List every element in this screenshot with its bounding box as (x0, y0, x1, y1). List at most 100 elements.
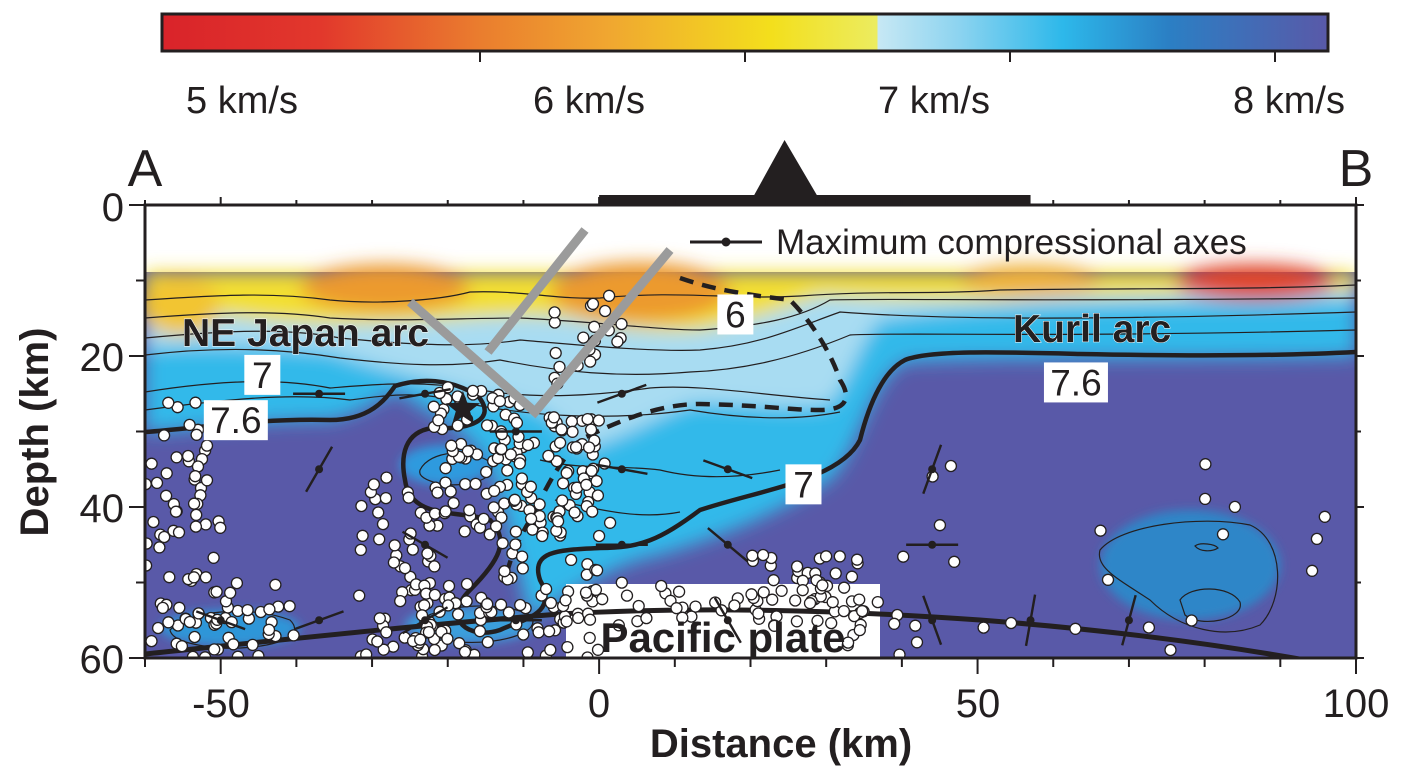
earthquake-hypocenter (158, 530, 171, 544)
earthquake-hypocenter (584, 423, 598, 436)
compressional-axis-dot (315, 465, 324, 474)
compressional-axis-dot (617, 540, 626, 549)
earthquake-hypocenter (564, 553, 578, 567)
contour (1194, 543, 1219, 552)
earthquake-hypocenter (837, 604, 851, 618)
earthquake-hypocenter (263, 603, 276, 616)
ne-japan-arc-label: NE Japan arc (182, 312, 429, 355)
contour-7-6 (145, 349, 1356, 635)
y-tick-label-0: 0 (102, 186, 124, 230)
earthquake-hypocenter (432, 414, 445, 427)
y-axis-label: Depth (km) (13, 328, 57, 537)
compressional-axis-dot (928, 540, 937, 549)
earthquake-hypocenter (516, 562, 529, 575)
earthquake-hypocenter (850, 553, 864, 566)
earthquake-hypocenter (871, 595, 884, 609)
earthquake-hypocenter (354, 543, 367, 557)
earthquake-hypocenter (596, 593, 609, 606)
earthquake-hypocenter (442, 579, 456, 593)
compressional-axis-dot (1124, 616, 1133, 625)
earthquake-hypocenter (548, 306, 561, 319)
earthquake-hypocenter (439, 462, 452, 475)
earthquake-hypocenter (494, 598, 508, 611)
colorbar-bar (160, 12, 1330, 53)
x-tick-label-100: 100 (1323, 682, 1390, 726)
earthquake-hypocenter (398, 561, 412, 575)
earthquake-hypocenter (489, 520, 503, 533)
earthquake-hypocenter (481, 597, 494, 611)
earthquake-hypocenter (441, 632, 454, 645)
earthquake-hypocenter (829, 567, 842, 580)
earthquake-hypocenter (532, 626, 545, 639)
earthquake-hypocenter (655, 579, 668, 593)
earthquake-hypocenter (514, 598, 527, 612)
earthquake-hypocenter (488, 484, 501, 498)
earthquake-hypocenter (515, 472, 529, 485)
earthquake-hypocenter (542, 625, 556, 638)
earthquake-hypocenter (181, 449, 195, 463)
earthquake-hypocenter (459, 477, 472, 491)
legend-symbol-dot (721, 237, 731, 247)
earthquake-hypocenter (402, 491, 415, 504)
earthquake-hypocenter (591, 489, 605, 502)
earthquake-hypocenter (837, 581, 851, 594)
earthquake-hypocenter (371, 635, 384, 648)
earthquake-hypocenter (897, 550, 910, 563)
earthquake-hypocenter (210, 585, 223, 598)
station-bar (599, 195, 1031, 205)
earthquake-hypocenter (544, 596, 558, 610)
earthquake-hypocenter (379, 491, 393, 505)
earthquake-hypocenter (504, 448, 517, 461)
earthquake-hypocenter (517, 628, 530, 641)
earthquake-hypocenter (431, 486, 444, 499)
contour (145, 311, 1356, 351)
earthquake-hypocenter (376, 517, 390, 531)
earthquake-hypocenter (394, 594, 407, 608)
earthquake-hypocenter (469, 477, 482, 491)
earthquake-hypocenter (819, 550, 833, 563)
earthquake-hypocenter (496, 537, 509, 550)
earthquake-hypocenter (187, 571, 201, 584)
earthquake-hypocenter (360, 648, 373, 658)
earthquake-hypocenter (1004, 616, 1018, 630)
earthquake-hypocenter (583, 631, 596, 645)
earthquake-hypocenter (439, 505, 452, 518)
earthquake-hypocenter (1142, 621, 1156, 634)
earthquake-hypocenter (1310, 532, 1324, 546)
earthquake-hypocenter (586, 505, 599, 518)
earthquake-hypocenter (461, 445, 475, 458)
kuril-arc-label: Kuril arc (1013, 308, 1171, 351)
earthquake-hypocenter (509, 525, 523, 538)
earthquake-hypocenter (816, 579, 829, 592)
earthquake-hypocenter (549, 346, 562, 360)
earthquake-hypocenter (728, 599, 741, 612)
contour (145, 284, 1356, 303)
earthquake-hypocenter (508, 493, 521, 506)
earthquake-hypocenter (444, 485, 457, 498)
earthquake-hypocenter (615, 576, 628, 589)
earthquake-hypocenter (207, 551, 220, 564)
earthquake-hypocenter (481, 635, 494, 649)
y-tick-label-60: 60 (80, 638, 125, 682)
earthquake-hypocenter (214, 521, 227, 534)
earthquake-hypocenter (145, 457, 158, 470)
x-axis-label: Distance (km) (650, 722, 912, 766)
earthquake-hypocenter (387, 556, 401, 569)
axis-ticks (129, 197, 1364, 674)
earthquake-hypocenter (510, 416, 524, 429)
earthquake-hypocenter (789, 594, 802, 607)
earthquake-hypocenter (451, 608, 465, 621)
earthquake-hypocenter (752, 607, 765, 620)
profile-end-label: B (1339, 140, 1374, 198)
earthquake-hypocenter (150, 476, 164, 490)
earthquake-hypocenter (162, 396, 175, 409)
earthquake-hypocenter (373, 533, 386, 546)
earthquake-hypocenter (612, 619, 625, 632)
contour-label-bg (203, 400, 268, 441)
profile-start-label: A (128, 140, 163, 198)
legend-label: Maximum compressional axes (776, 223, 1247, 262)
compressional-axis-dot (511, 616, 520, 625)
earthquake-hypocenter (524, 512, 538, 525)
earthquake-hypocenter (422, 625, 436, 639)
